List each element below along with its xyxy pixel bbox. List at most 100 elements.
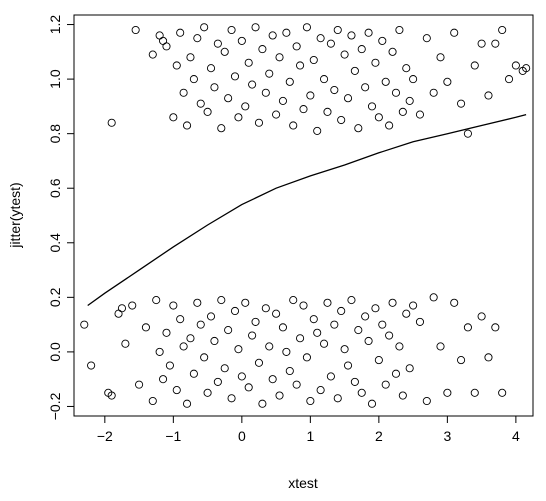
data-point bbox=[248, 80, 257, 89]
y-tick-label: 0.6 bbox=[47, 178, 63, 198]
data-point bbox=[330, 320, 339, 329]
data-point bbox=[121, 339, 130, 348]
data-point bbox=[272, 110, 281, 119]
data-point bbox=[117, 304, 127, 313]
data-point bbox=[182, 121, 192, 130]
data-point bbox=[326, 372, 335, 381]
data-point bbox=[395, 342, 404, 351]
x-tick-label: 3 bbox=[443, 428, 451, 444]
data-point bbox=[357, 45, 366, 54]
data-point bbox=[340, 345, 349, 354]
data-point bbox=[248, 331, 257, 340]
data-point bbox=[135, 380, 144, 389]
data-point bbox=[268, 31, 277, 40]
data-point bbox=[463, 129, 472, 138]
y-tick-label: 1.0 bbox=[47, 69, 63, 89]
data-point bbox=[371, 304, 380, 313]
data-point bbox=[224, 326, 233, 335]
data-point bbox=[189, 75, 198, 84]
data-point bbox=[251, 317, 260, 326]
data-point bbox=[395, 25, 404, 35]
data-point bbox=[450, 298, 459, 307]
data-point bbox=[302, 353, 311, 362]
data-point bbox=[186, 334, 195, 343]
data-point bbox=[193, 298, 202, 307]
data-point bbox=[402, 309, 411, 318]
data-point bbox=[265, 69, 274, 78]
data-point bbox=[210, 83, 219, 92]
data-point bbox=[388, 47, 397, 56]
data-point bbox=[162, 42, 171, 51]
data-point bbox=[374, 356, 383, 365]
y-tick-label: 0.0 bbox=[47, 342, 63, 362]
data-point bbox=[258, 399, 267, 408]
data-point bbox=[491, 323, 500, 332]
data-point bbox=[511, 61, 520, 70]
data-point bbox=[320, 75, 329, 84]
data-point bbox=[326, 39, 335, 48]
x-axis: −2 −1 0 1 2 3 4 bbox=[97, 416, 520, 444]
data-point bbox=[285, 366, 294, 376]
x-tick-label: −1 bbox=[165, 428, 181, 444]
data-point bbox=[436, 342, 445, 351]
data-point bbox=[224, 94, 233, 103]
data-point bbox=[261, 88, 270, 97]
data-point bbox=[241, 102, 250, 111]
data-point bbox=[131, 25, 140, 35]
data-point bbox=[210, 336, 219, 346]
data-point bbox=[374, 113, 383, 122]
data-point bbox=[87, 361, 96, 370]
data-point bbox=[306, 396, 315, 406]
data-point bbox=[491, 39, 500, 48]
data-point bbox=[141, 323, 150, 332]
data-point bbox=[217, 296, 226, 305]
data-point bbox=[457, 99, 466, 108]
data-point bbox=[275, 391, 284, 400]
data-point bbox=[484, 91, 493, 100]
data-point bbox=[364, 336, 373, 346]
data-point bbox=[378, 320, 387, 329]
data-point bbox=[217, 124, 226, 133]
data-point bbox=[429, 88, 438, 97]
data-point bbox=[186, 53, 195, 62]
data-point bbox=[172, 386, 181, 395]
data-point bbox=[128, 301, 137, 310]
data-point bbox=[172, 61, 181, 70]
data-point bbox=[254, 358, 264, 367]
x-tick-label: 2 bbox=[375, 428, 383, 444]
data-point bbox=[309, 55, 318, 65]
data-points bbox=[80, 23, 531, 408]
data-point bbox=[385, 121, 394, 130]
x-tick-label: 4 bbox=[512, 428, 520, 444]
data-point bbox=[179, 342, 188, 351]
data-point bbox=[155, 347, 164, 356]
data-point bbox=[292, 380, 301, 389]
data-point bbox=[200, 353, 209, 362]
data-point bbox=[114, 309, 123, 318]
data-point bbox=[450, 28, 459, 37]
plot-frame bbox=[73, 14, 534, 417]
data-point bbox=[367, 399, 377, 408]
data-point bbox=[206, 312, 216, 321]
data-point bbox=[498, 388, 507, 397]
data-point bbox=[244, 58, 253, 67]
data-point bbox=[148, 396, 157, 406]
data-point bbox=[203, 107, 212, 116]
y-tick-label: 1.2 bbox=[47, 15, 63, 35]
data-point bbox=[148, 50, 157, 59]
data-point bbox=[337, 115, 346, 125]
data-point bbox=[265, 342, 274, 351]
data-point bbox=[220, 47, 229, 56]
y-tick-label: 0.2 bbox=[47, 287, 63, 307]
data-point bbox=[193, 34, 202, 43]
data-point bbox=[347, 296, 356, 305]
data-point bbox=[278, 323, 287, 332]
data-point bbox=[159, 375, 168, 384]
data-point bbox=[330, 85, 339, 95]
data-point bbox=[107, 118, 116, 127]
data-point bbox=[282, 347, 291, 356]
data-point bbox=[159, 36, 168, 45]
data-point bbox=[196, 99, 205, 108]
data-point bbox=[470, 61, 479, 70]
